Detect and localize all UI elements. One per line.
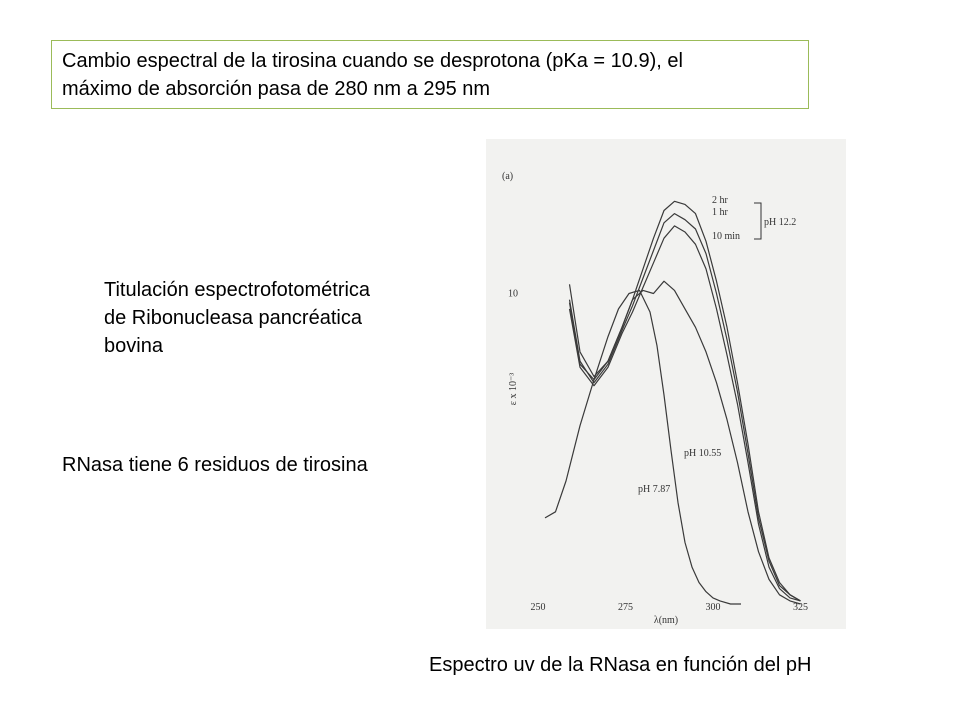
y-axis-label: ε x 10⁻³ [508,373,519,405]
x-tick-label: 300 [706,602,721,613]
series-line-ph-10-55 [568,280,801,605]
legend-entry: 10 min [712,231,740,242]
x-tick-label: 325 [793,602,808,613]
rnasa-note: RNasa tiene 6 residuos de tirosina [62,454,368,476]
titulacion-text: Titulación espectrofotométrica de Ribonu… [104,276,434,360]
series-line-ph-7-87 [544,289,741,605]
ph12-label: pH 12.2 [764,217,796,228]
scan-background [486,139,846,629]
panel-label: (a) [502,171,513,182]
spectrum-chart: (a) ε x 10⁻³ λ(nm) 2 hr1 hr 10 min 250 275 3… [486,139,846,629]
titulacion-line-3: bovina [104,335,163,357]
x-axis-label: λ(nm) [654,615,678,626]
y-tick-label: 10 [508,289,518,300]
legend-entry: 1 hr [712,207,729,218]
ph1055-label: pH 10.55 [684,448,721,459]
y-axis-label-group: ε x 10⁻³ [508,373,519,405]
title-line-1: Cambio espectral de la tirosina cuando s… [62,50,683,72]
legend-entry: 2 hr [712,195,729,206]
x-tick-label: 250 [531,602,546,613]
spectrum-figure: (a) ε x 10⁻³ λ(nm) 2 hr 1 hr 10 min 250 275 3… [486,139,846,629]
series-line-10-min [568,225,801,602]
ph787-label: pH 7.87 [638,484,670,495]
x-tick-label: 275 [618,602,633,613]
title-line-2: máximo de absorción pasa de 280 nm a 295… [62,78,491,100]
title-box: Cambio espectral de la tirosina cuando s… [51,40,809,109]
chart-marks: 2 hr1 hr 10 min 250 275 300 325 10 [508,195,808,613]
figure-caption: Espectro uv de la RNasa en función del p… [429,654,812,676]
titulacion-line-2: de Ribonucleasa pancréatica [104,307,362,329]
ph12-bracket [754,202,762,240]
series-line-1-hr [568,213,801,602]
titulacion-line-1: Titulación espectrofotométrica [104,279,371,301]
